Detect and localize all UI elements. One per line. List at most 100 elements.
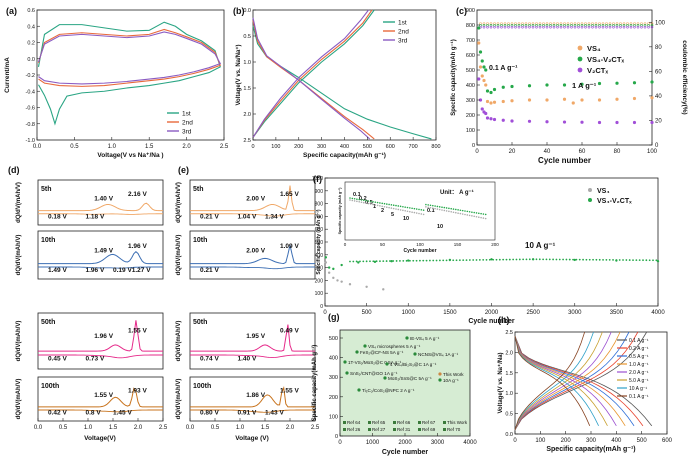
data-point xyxy=(324,261,328,264)
peak-label: 0.42 V xyxy=(48,409,67,416)
x-tick-label: 1.5 xyxy=(145,144,154,150)
subplot-label: 50th xyxy=(41,319,55,326)
efficiency-point xyxy=(521,25,524,29)
series-line xyxy=(38,213,164,215)
peak-label: 1.65 V xyxy=(280,191,299,198)
subplot-label: 100th xyxy=(193,383,211,390)
y-axis-label: Specific capacity (mAh g⁻¹) xyxy=(316,209,322,274)
x-tick-label: 1.0 xyxy=(108,144,117,150)
inset-point xyxy=(455,211,457,214)
data-point xyxy=(395,260,398,262)
data-point xyxy=(638,259,641,262)
efficiency-point xyxy=(612,25,615,29)
panel-a-frame xyxy=(36,9,225,141)
data-point xyxy=(332,276,335,280)
series-line xyxy=(38,266,164,269)
data-point xyxy=(352,260,355,263)
inset-point xyxy=(356,198,358,200)
data-point xyxy=(407,259,410,262)
inset-point xyxy=(351,199,354,202)
data-point xyxy=(438,378,442,382)
inset-point xyxy=(480,216,482,219)
peak-label: 0.49 V xyxy=(280,328,299,335)
y-axis-label: dQ/dV(mAh/V) xyxy=(16,235,22,276)
y-tick-label: 200 xyxy=(466,113,475,119)
inset-point xyxy=(450,207,453,210)
subplot-label: 50th xyxy=(193,319,207,326)
panel-label: (g) xyxy=(328,312,340,322)
y-tick-label: 200 xyxy=(329,395,338,401)
inset-point xyxy=(418,212,420,215)
x-tick-label: 0.0 xyxy=(33,144,42,150)
inset-point xyxy=(413,207,416,210)
inset-point xyxy=(432,204,434,207)
data-point xyxy=(501,99,505,104)
inset-frame xyxy=(344,181,496,241)
inset-point xyxy=(438,206,441,208)
data-point xyxy=(622,259,624,261)
data-point xyxy=(650,120,654,125)
data-point xyxy=(505,258,508,261)
series-line xyxy=(514,335,608,427)
legend-label: VS₄ xyxy=(587,44,601,53)
data-point xyxy=(477,77,481,81)
x-tick-label: 0.5 xyxy=(70,144,79,150)
y2-tick-label: 100 xyxy=(655,20,666,26)
point-label: This Work xyxy=(443,372,464,377)
inset-point xyxy=(413,211,416,214)
y-tick-label: 500 xyxy=(329,336,338,342)
inset-point xyxy=(388,206,390,209)
inset-point xyxy=(475,212,478,214)
inset-point xyxy=(425,206,427,208)
y-tick-label: -0.4 xyxy=(26,89,35,95)
efficiency-point xyxy=(507,25,510,29)
subplot-label: 10th xyxy=(193,237,207,244)
x-tick-label: 80 xyxy=(614,149,621,155)
legend-marker xyxy=(343,421,346,424)
data-point xyxy=(525,258,528,261)
inset-point xyxy=(461,209,464,212)
y-tick-label: 600 xyxy=(466,53,475,59)
y-tick-label: 0 xyxy=(472,143,475,149)
y-tick-label: 0 xyxy=(335,434,338,440)
data-point xyxy=(582,258,584,261)
x-axis-label: Specific capacity(mAh g⁻¹) xyxy=(546,446,635,453)
peak-label: 1.55 V xyxy=(94,392,113,399)
data-point xyxy=(578,258,581,261)
x-tick-label: 100 xyxy=(271,144,280,150)
x-tick-label: 20 xyxy=(509,149,516,155)
data-point xyxy=(635,259,638,262)
inset-point xyxy=(452,211,455,214)
inset-point xyxy=(441,206,443,208)
subplot-frame xyxy=(189,230,316,280)
data-point xyxy=(542,258,545,261)
y-tick-label: 100 xyxy=(315,291,324,297)
subplot-frame xyxy=(37,179,164,226)
peak-label: 0.73 V xyxy=(86,356,105,363)
data-point xyxy=(648,259,651,262)
inset-point xyxy=(395,208,397,210)
x-tick-label: 60 xyxy=(579,149,586,155)
peak-label: 1.49 V xyxy=(94,248,113,255)
data-point xyxy=(642,259,644,262)
inset-tick: 0 xyxy=(344,242,347,247)
data-point xyxy=(490,258,493,261)
efficiency-point xyxy=(482,25,486,29)
inset-point xyxy=(365,199,367,202)
data-point xyxy=(485,258,488,261)
x-axis-label: Voltage(V vs Na⁺/Na ) xyxy=(97,152,163,159)
inset-point xyxy=(369,203,372,205)
x-tick-label: 0 xyxy=(338,440,342,446)
peak-label: 1.18 V xyxy=(86,213,105,220)
peak-label: 0.74 V xyxy=(200,356,219,363)
legend-marker xyxy=(588,198,592,202)
legend-label: 3rd xyxy=(398,38,408,45)
data-point xyxy=(340,263,343,267)
peak-label: 1.45 V xyxy=(113,409,132,416)
inset-point xyxy=(466,214,469,216)
legend-marker xyxy=(588,188,592,192)
x-tick-label: 2000 xyxy=(398,440,412,446)
efficiency-point xyxy=(636,25,640,29)
series-line xyxy=(514,335,644,427)
data-point xyxy=(602,258,604,261)
